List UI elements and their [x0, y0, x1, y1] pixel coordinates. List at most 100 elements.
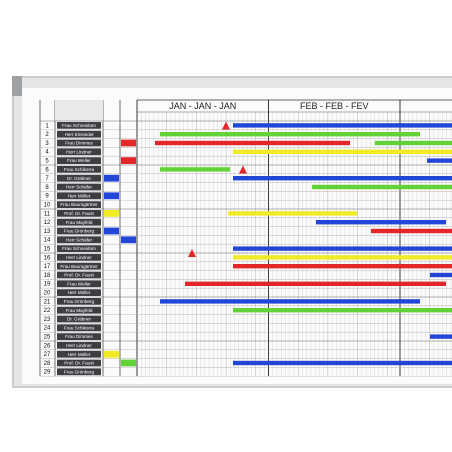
row-name: Frau Mayfeld	[66, 220, 93, 225]
row-name: Frau Schikorra	[64, 325, 95, 330]
row-number: 20	[44, 291, 51, 297]
row-number: 15	[44, 247, 51, 253]
name-plate	[57, 183, 101, 191]
magnet-bar	[160, 132, 420, 137]
row-number: 11	[44, 211, 51, 217]
name-plate	[57, 315, 101, 323]
row-number: 13	[44, 229, 51, 235]
row-name: Frau Grönberg	[64, 299, 95, 304]
name-plate	[57, 262, 101, 270]
magnet-bar	[233, 360, 452, 366]
row-number: 1	[45, 123, 49, 129]
row-name: Herr Müller	[68, 352, 91, 357]
row-number: 12	[44, 220, 51, 226]
magnet-bar	[233, 149, 452, 154]
row-number: 28	[44, 361, 51, 367]
row-name: Herr Müller	[68, 193, 91, 198]
magnet-bar	[427, 158, 452, 163]
row-name: Frau Schikorra	[64, 167, 95, 172]
magnet-bar	[233, 255, 452, 260]
row-name: Prof. Dr. Faust	[64, 361, 94, 366]
magnet-bar	[375, 140, 452, 146]
magnet-bar	[155, 140, 350, 146]
magnet-square	[104, 174, 119, 182]
name-plate	[57, 227, 101, 235]
row-number: 29	[44, 370, 51, 376]
magnet-bar	[233, 308, 452, 313]
magnet-bar	[233, 246, 452, 251]
magnet-square	[121, 236, 136, 244]
row-number: 26	[44, 343, 51, 349]
magnet-bar	[160, 299, 420, 304]
magnet-bar	[316, 220, 446, 225]
row-name: Frau Dimmes	[65, 334, 93, 339]
magnet-square	[104, 210, 119, 217]
row-name: Frau Weller	[67, 281, 91, 286]
name-plate	[57, 289, 101, 296]
name-plate	[57, 192, 101, 200]
row-number: 5	[45, 159, 49, 165]
row-number: 16	[44, 255, 51, 261]
row-number: 10	[44, 203, 51, 209]
magnet-bar	[233, 123, 452, 128]
name-plate	[57, 368, 101, 376]
row-name: Herr Schäfer	[66, 185, 93, 190]
row-number: 24	[44, 326, 51, 332]
name-plate	[57, 201, 101, 208]
row-number: 23	[44, 317, 51, 323]
row-number: 27	[44, 352, 51, 358]
magnet-square	[104, 192, 119, 200]
magnet-bar	[430, 334, 452, 339]
row-number: 4	[45, 150, 49, 156]
name-plate	[57, 306, 101, 314]
frame-corner	[12, 76, 22, 96]
row-name: Frau Mayfeld	[66, 308, 93, 313]
name-plate	[57, 298, 101, 305]
row-name: Herr Schäfer	[66, 237, 93, 242]
magnet-bar	[228, 211, 357, 216]
row-number: 7	[45, 176, 49, 182]
name-plate	[57, 157, 101, 164]
row-name: Dr. Gräbner	[67, 317, 91, 322]
row-name: Prof. Dr. Faust	[64, 273, 94, 278]
name-plate	[57, 122, 101, 129]
name-plate	[57, 236, 101, 244]
magnet-square	[121, 359, 136, 367]
name-plate	[57, 280, 101, 288]
row-number: 25	[44, 335, 51, 341]
name-plate	[57, 166, 101, 173]
magnet-bar	[312, 184, 452, 190]
row-number: 2	[45, 132, 49, 138]
row-name: Herr Lindner	[66, 149, 92, 154]
name-plate	[57, 350, 101, 358]
row-name: Herr Müller	[68, 290, 91, 295]
row-name: Frau Schneidom	[62, 246, 96, 251]
row-name: Frau Baumgärtner	[60, 264, 98, 269]
row-number: 18	[44, 273, 51, 279]
name-plate	[57, 333, 101, 340]
name-plate	[57, 324, 101, 332]
row-number: 19	[44, 282, 51, 288]
name-plate	[57, 210, 101, 217]
magnet-square	[121, 139, 136, 147]
magnet-bar	[233, 176, 452, 181]
row-name: Herr Lindner	[66, 255, 92, 260]
month-label: JAN - JAN - JAN	[169, 101, 236, 111]
marker-triangle	[239, 165, 247, 174]
marker-triangle	[188, 249, 196, 257]
row-name: Prof. Dr. Faust	[64, 211, 94, 216]
name-plate	[57, 271, 101, 279]
row-name: Herr Lindner	[66, 343, 92, 348]
magnet-square	[121, 157, 136, 164]
name-plate	[57, 359, 101, 367]
row-name: Frau Grönberg	[64, 369, 95, 374]
magnet-bar	[430, 272, 452, 278]
magnet-bar	[185, 281, 446, 286]
name-plate	[57, 254, 101, 261]
row-name: Frau Grönberg	[64, 229, 95, 234]
magnet-bar	[371, 228, 452, 234]
row-number: 21	[44, 299, 51, 305]
row-name: Frau Dimmes	[65, 141, 93, 146]
marker-triangle	[222, 121, 230, 130]
